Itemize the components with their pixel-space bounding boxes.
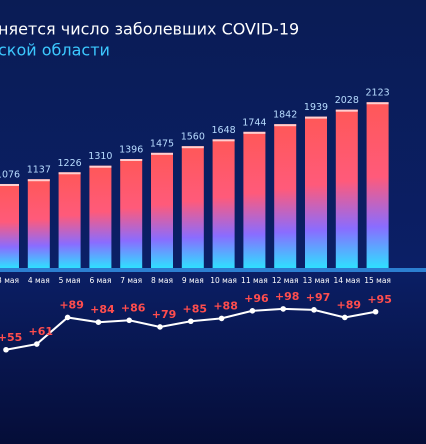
bar-cap [305, 116, 327, 119]
point [126, 317, 132, 324]
point [188, 318, 194, 325]
value-label: 1560 [181, 132, 205, 143]
chart-subtitle: ской области [0, 41, 110, 60]
x-tick-label: 15 мая [364, 276, 391, 285]
point [372, 308, 379, 315]
value-label: 1226 [58, 158, 82, 169]
value-label: 1648 [212, 125, 236, 136]
value-label: 1475 [150, 138, 174, 149]
bar [305, 116, 327, 268]
point [280, 306, 287, 312]
bar-cap [335, 109, 358, 112]
x-tick-label: 10 мая [210, 276, 237, 285]
bar-cap [27, 179, 50, 182]
bar [181, 146, 204, 268]
value-label: 1842 [273, 110, 297, 121]
point [249, 308, 256, 314]
x-tick-label: 12 мая [272, 276, 299, 285]
value-label: +55 [0, 331, 22, 344]
value-label: 1137 [27, 165, 51, 176]
point [157, 324, 163, 330]
x-tick-label: 11 мая [241, 276, 268, 285]
value-label: +85 [183, 302, 208, 315]
value-label: 1939 [304, 102, 328, 113]
bar [243, 131, 266, 268]
bar [274, 124, 297, 268]
bar [151, 152, 173, 268]
bar-cap [120, 159, 143, 162]
bar-cap [0, 183, 19, 186]
value-label: 2028 [335, 95, 359, 106]
x-tick-label: 8 мая [151, 276, 173, 285]
bar-cap [274, 124, 297, 127]
value-label: +84 [90, 303, 115, 316]
bar-cap [243, 131, 266, 134]
value-label: +89 [59, 298, 84, 311]
value-label: 1310 [88, 151, 112, 162]
bar-cap [181, 146, 204, 149]
value-label: 1396 [119, 145, 143, 156]
point [342, 314, 348, 321]
x-tick-label: 6 мая [89, 276, 111, 285]
value-label: +97 [306, 291, 331, 304]
x-tick-label: 13 мая [303, 276, 330, 285]
value-label: +79 [152, 308, 177, 321]
bar [366, 102, 389, 268]
bar [89, 165, 112, 268]
x-tick-label: 4 мая [28, 276, 50, 285]
point [95, 319, 102, 326]
value-label: 1076 [0, 169, 20, 180]
bar [27, 179, 50, 268]
point [218, 315, 225, 322]
bar [212, 139, 235, 268]
bar-cap [212, 139, 235, 142]
value-label: 1744 [242, 117, 266, 128]
point [34, 341, 40, 347]
bar-cap [89, 165, 112, 168]
point [3, 346, 9, 353]
x-tick-label: 14 мая [333, 276, 360, 285]
bar-cap [58, 172, 81, 175]
value-label: +89 [337, 298, 362, 311]
chart-title: няется число заболевших COVID-19 [0, 20, 299, 39]
x-tick-label: 7 мая [120, 276, 142, 285]
bar [0, 183, 19, 268]
bar-cap [151, 152, 173, 155]
value-label: +61 [29, 325, 54, 338]
bar [58, 172, 81, 268]
baseline [0, 268, 426, 272]
point [311, 307, 317, 313]
bar [120, 159, 143, 268]
bar [335, 109, 358, 268]
value-label: +88 [213, 299, 238, 312]
value-label: 2123 [366, 88, 390, 99]
point [64, 314, 71, 321]
x-tick-label: 5 мая [59, 276, 81, 285]
value-label: +86 [121, 301, 146, 314]
bar-cap [366, 102, 389, 105]
value-label: +96 [244, 292, 269, 305]
x-tick-label: 9 мая [182, 276, 204, 285]
value-label: +98 [275, 290, 300, 303]
value-label: +95 [367, 293, 392, 306]
x-tick-label: 3 мая [0, 276, 19, 285]
